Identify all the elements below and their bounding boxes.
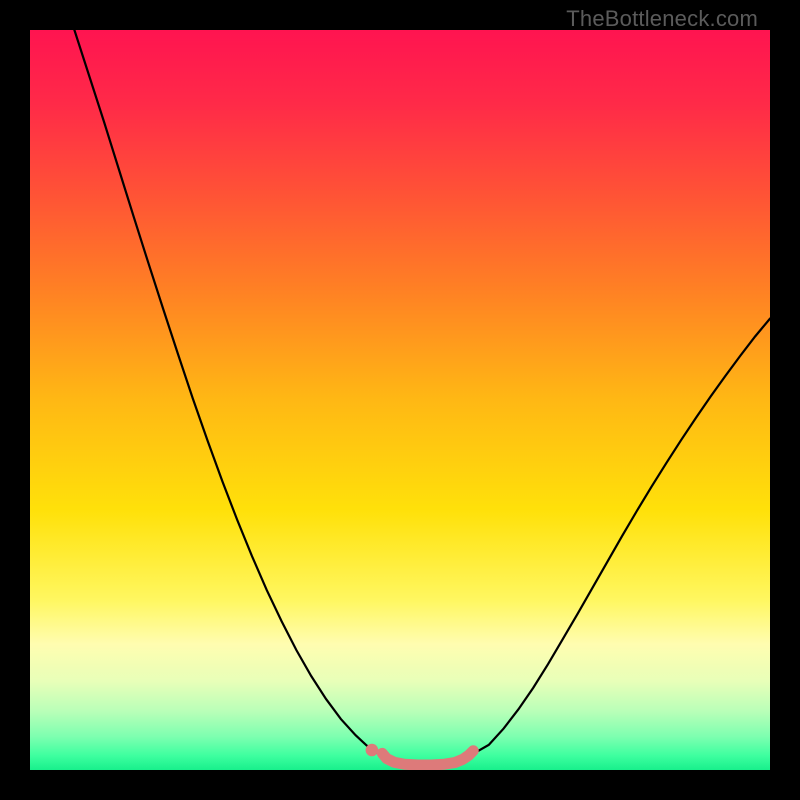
- watermark-text: TheBottleneck.com: [566, 6, 758, 32]
- chart-container: TheBottleneck.com: [0, 0, 800, 800]
- plot-background: [30, 30, 770, 770]
- bottleneck-curve-chart: [0, 0, 800, 800]
- bottleneck-marker-dot: [366, 744, 379, 757]
